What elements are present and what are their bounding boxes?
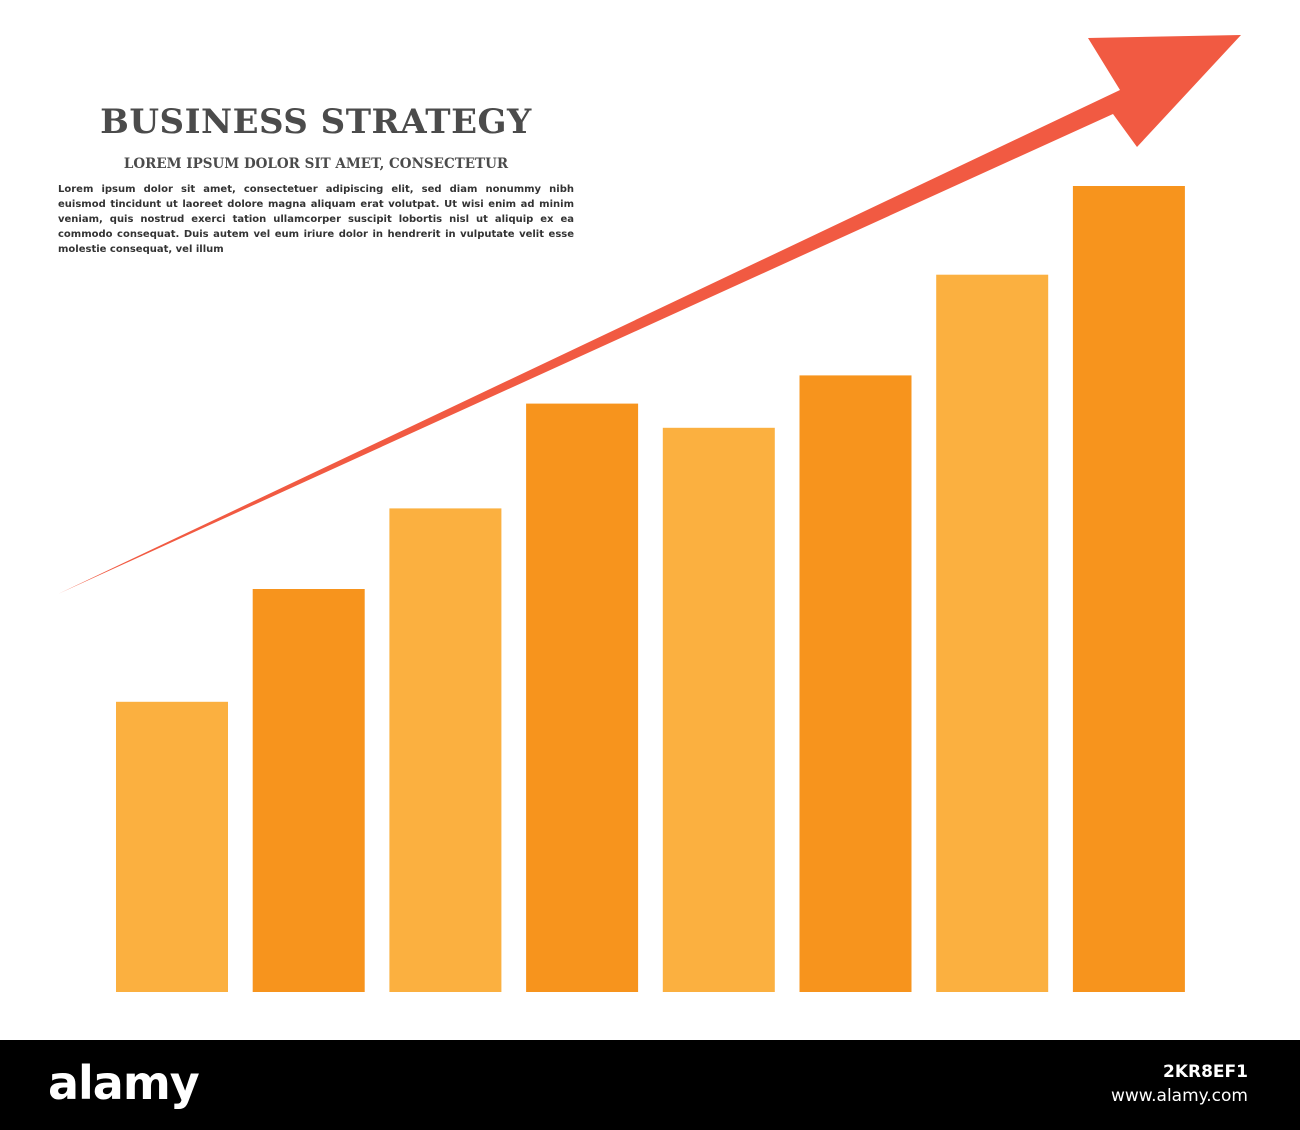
- page-subtitle: LOREM IPSUM DOLOR SIT AMET, CONSECTETUR: [123, 156, 509, 172]
- bar-3: [389, 508, 502, 992]
- bar-1: [116, 701, 228, 992]
- bar-4: [526, 403, 639, 993]
- watermark-bar: [0, 1040, 1300, 1130]
- watermark-image-id: 2KR8EF1: [1163, 1062, 1248, 1082]
- bar-8: [1072, 186, 1185, 992]
- bar-7: [936, 274, 1049, 992]
- page-title: BUSINESS STRATEGY: [100, 102, 532, 142]
- bar-5: [662, 427, 775, 992]
- bar-chart: [58, 35, 1241, 993]
- trend-arrow-icon: [58, 35, 1241, 594]
- bar-group: [116, 186, 1185, 993]
- body-paragraph: Lorem ipsum dolor sit amet, consectetuer…: [58, 184, 574, 255]
- watermark-url: www.alamy.com: [1110, 1086, 1248, 1106]
- infographic-canvas: BUSINESS STRATEGY LOREM IPSUM DOLOR SIT …: [58, 35, 1241, 993]
- bar-2: [252, 589, 365, 992]
- bar-6: [799, 375, 912, 992]
- watermark-logo: alamy: [48, 1056, 200, 1110]
